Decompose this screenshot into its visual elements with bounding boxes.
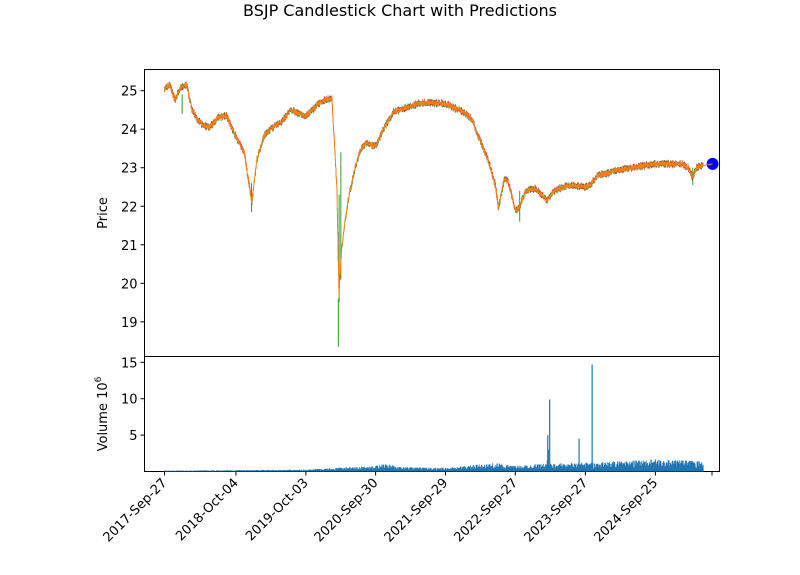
price-series (164, 81, 719, 347)
x-axis: 2017-Sep-27 2018-Oct-04 2019-Oct-03 2020-Se… (101, 471, 713, 546)
volume-panel-frame (144, 356, 720, 472)
price-tick-label: 20 (121, 277, 138, 292)
prediction-link (703, 163, 713, 167)
volume-tick-label: 10 (121, 393, 138, 408)
volume-axis-label-base: 10 (96, 382, 111, 399)
x-tick-label: 2022-Sep-27 (451, 476, 521, 546)
close-price-line (164, 82, 704, 297)
price-tick-label: 21 (121, 239, 138, 254)
price-tick-label: 25 (121, 85, 138, 100)
price-panel-frame (144, 69, 720, 357)
x-tick-label: 2023-Sep-27 (522, 476, 592, 546)
volume-axis-label-power: 6 (94, 376, 104, 382)
price-tick-label: 24 (121, 123, 138, 138)
chart-title: BSJP Candlestick Chart with Predictions (243, 1, 557, 20)
x-tick-label: 2021-Sep-29 (382, 476, 452, 546)
price-y-axis: 19 20 21 22 23 24 25 (121, 85, 145, 331)
x-tick-label: 2017-Sep-27 (101, 476, 171, 546)
price-axis-label: Price (96, 197, 111, 229)
volume-y-axis: 5 10 15 (121, 356, 145, 444)
volume-series (164, 364, 704, 472)
x-tick-label: 2024-Sep-25 (592, 476, 662, 546)
price-tick-label: 19 (121, 316, 138, 331)
price-tick-label: 22 (121, 200, 138, 215)
volume-axis-label-text: Volume (96, 403, 111, 451)
price-tick-label: 23 (121, 162, 138, 177)
volume-axis-label: Volume 106 (94, 376, 111, 451)
x-tick-label: 2019-Oct-03 (243, 476, 311, 544)
x-tick-label: 2020-Sep-30 (312, 476, 382, 546)
volume-tick-label: 15 (121, 356, 138, 371)
x-tick-label: 2018-Oct-04 (173, 476, 241, 544)
volume-tick-label: 5 (129, 429, 137, 444)
